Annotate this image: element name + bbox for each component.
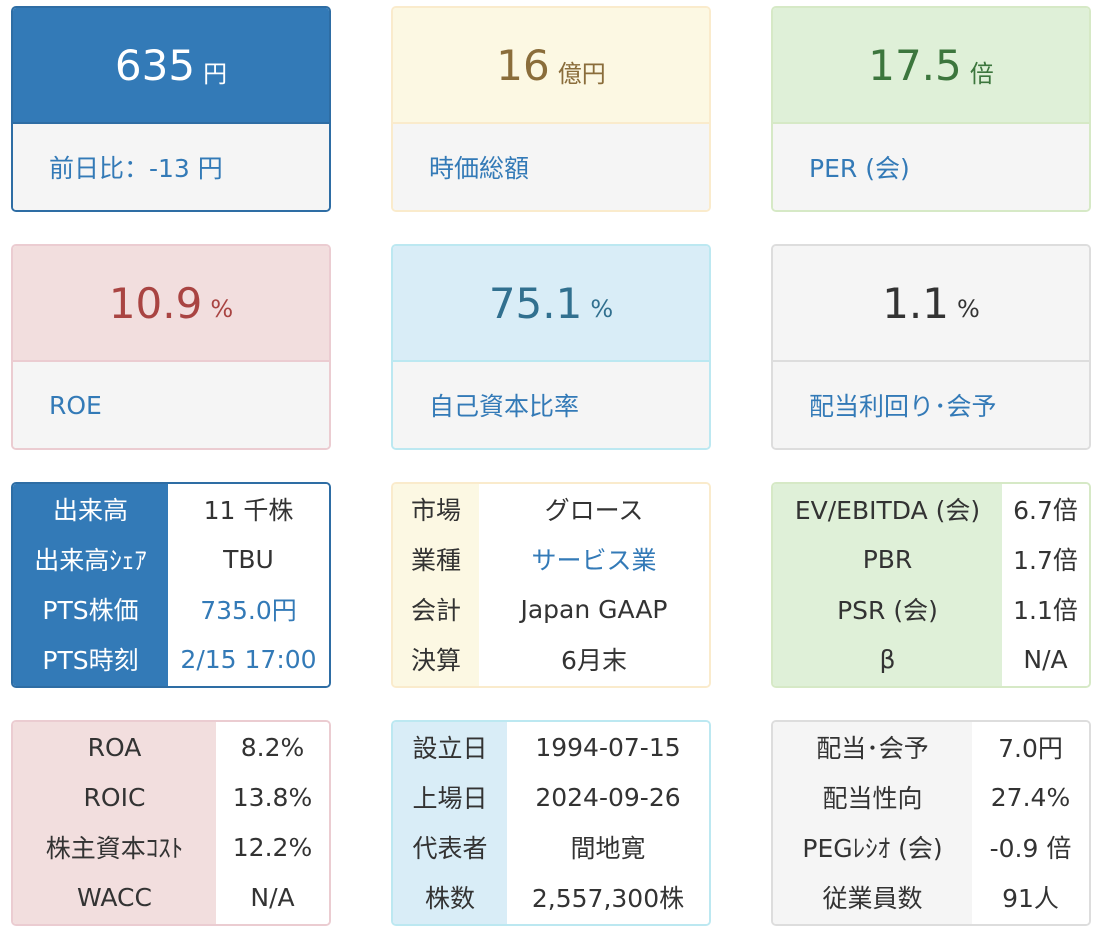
company-label: 設立日 <box>412 734 488 763</box>
returns-label: ROIC <box>83 782 146 812</box>
volume-share-value: TBU <box>223 544 274 574</box>
valuation-label: PSR (会) <box>837 596 938 625</box>
trading-label: 出来高 <box>52 496 128 525</box>
pts-price-link[interactable]: 735.0円 <box>200 596 297 625</box>
dividend-label: PEGﾚｼｵ (会) <box>802 834 943 863</box>
price-change-label: 前日比：-13 円 <box>13 124 329 210</box>
dividend-yield-value-panel: 1.1 % <box>773 246 1089 362</box>
market-cap-value: 16 <box>496 40 550 90</box>
returns-label: WACC <box>77 882 152 912</box>
beta-value: N/A <box>1023 644 1068 674</box>
profile-label: 決算 <box>410 646 461 675</box>
profile-label: 市場 <box>410 496 461 525</box>
trading-value-column: 11 千株 TBU 735.0円 2/15 17:00 <box>168 484 329 686</box>
per-value-panel: 17.5 倍 <box>773 8 1089 124</box>
equity-ratio-card: 75.1 % 自己資本比率 <box>391 244 711 450</box>
market-cap-label: 時価総額 <box>393 124 709 210</box>
trading-table: 出来高 出来高ｼｪｱ PTS株価 PTS時刻 11 千株 TBU 735.0円 … <box>11 482 331 688</box>
industry-link[interactable]: サービス業 <box>531 546 657 575</box>
roe-card: 10.9 % ROE <box>11 244 331 450</box>
roe-label: ROE <box>13 362 329 448</box>
company-label: 代表者 <box>412 834 488 863</box>
dividend-label: 配当性向 <box>822 784 923 813</box>
market-cap-unit: 億円 <box>557 59 606 88</box>
pts-time-link[interactable]: 2/15 17:00 <box>180 644 317 674</box>
profile-table: 市場 業種 会計 決算 グロース サービス業 Japan GAAP 6月末 <box>391 482 711 688</box>
dividend-label-column: 配当･会予 配当性向 PEGﾚｼｵ (会) 従業員数 <box>773 722 972 924</box>
trading-label: PTS時刻 <box>42 646 139 675</box>
per-unit: 倍 <box>969 59 994 88</box>
market-cap-card: 16 億円 時価総額 <box>391 6 711 212</box>
dividend-yield-card: 1.1 % 配当利回り･会予 <box>771 244 1091 450</box>
profile-label: 業種 <box>410 546 461 575</box>
roa-value: 8.2% <box>240 732 305 762</box>
market-value: グロース <box>544 496 644 525</box>
price-value-panel: 635 円 <box>13 8 329 124</box>
employees-value: 91人 <box>1002 884 1059 913</box>
trading-label: PTS株価 <box>42 596 139 625</box>
equity-ratio-value-panel: 75.1 % <box>393 246 709 362</box>
roic-value: 13.8% <box>232 782 313 812</box>
per-card: 17.5 倍 PER (会) <box>771 6 1091 212</box>
wacc-value: N/A <box>250 882 295 912</box>
trading-label-column: 出来高 出来高ｼｪｱ PTS株価 PTS時刻 <box>13 484 168 686</box>
shares-value: 2,557,300株 <box>531 884 685 913</box>
dividend-yield-unit: % <box>956 295 980 323</box>
roe-value-panel: 10.9 % <box>13 246 329 362</box>
market-cap-value-panel: 16 億円 <box>393 8 709 124</box>
cost-of-equity-value: 12.2% <box>232 832 313 862</box>
fiscal-month-value: 6月末 <box>561 646 627 675</box>
equity-ratio-unit: % <box>590 295 614 323</box>
per-label: PER (会) <box>773 124 1089 210</box>
peg-ratio-value: -0.9 倍 <box>989 834 1072 863</box>
valuation-label: EV/EBITDA (会) <box>794 496 981 525</box>
company-label: 株数 <box>424 884 475 913</box>
company-label: 上場日 <box>412 784 488 813</box>
per-value: 17.5 <box>868 40 962 90</box>
profile-label: 会計 <box>410 596 461 625</box>
dividend-yield-label: 配当利回り･会予 <box>773 362 1089 448</box>
psr-value: 1.1倍 <box>1013 596 1078 625</box>
roe-unit: % <box>210 295 234 323</box>
company-table: 設立日 上場日 代表者 株数 1994-07-15 2024-09-26 間地寛… <box>391 720 711 926</box>
listing-date-value: 2024-09-26 <box>535 782 681 812</box>
trading-label: 出来高ｼｪｱ <box>34 546 147 575</box>
valuation-table: EV/EBITDA (会) PBR PSR (会) β 6.7倍 1.7倍 1.… <box>771 482 1091 688</box>
accounting-value: Japan GAAP <box>520 594 668 624</box>
dividend-forecast-value: 7.0円 <box>998 734 1063 763</box>
returns-label-column: ROA ROIC 株主資本ｺｽﾄ WACC <box>13 722 216 924</box>
volume-value: 11 千株 <box>203 496 294 525</box>
profile-label-column: 市場 業種 会計 決算 <box>393 484 479 686</box>
profile-value-column: グロース サービス業 Japan GAAP 6月末 <box>479 484 709 686</box>
company-value-column: 1994-07-15 2024-09-26 間地寛 2,557,300株 <box>507 722 709 924</box>
returns-value-column: 8.2% 13.8% 12.2% N/A <box>216 722 329 924</box>
valuation-label: PBR <box>862 544 913 574</box>
valuation-label-column: EV/EBITDA (会) PBR PSR (会) β <box>773 484 1002 686</box>
price-card: 635 円 前日比：-13 円 <box>11 6 331 212</box>
founded-date-value: 1994-07-15 <box>535 732 681 762</box>
dividend-table: 配当･会予 配当性向 PEGﾚｼｵ (会) 従業員数 7.0円 27.4% -0… <box>771 720 1091 926</box>
dividend-value-column: 7.0円 27.4% -0.9 倍 91人 <box>972 722 1089 924</box>
returns-table: ROA ROIC 株主資本ｺｽﾄ WACC 8.2% 13.8% 12.2% N… <box>11 720 331 926</box>
returns-label: ROA <box>87 732 142 762</box>
equity-ratio-label: 自己資本比率 <box>393 362 709 448</box>
company-label-column: 設立日 上場日 代表者 株数 <box>393 722 507 924</box>
pbr-value: 1.7倍 <box>1013 546 1078 575</box>
valuation-label: β <box>879 644 896 674</box>
roe-value: 10.9 <box>108 278 203 328</box>
dividend-label: 配当･会予 <box>816 734 929 763</box>
returns-label: 株主資本ｺｽﾄ <box>45 834 184 863</box>
price-value: 635 <box>114 40 196 90</box>
equity-ratio-value: 75.1 <box>488 278 583 328</box>
price-unit: 円 <box>203 59 228 88</box>
ev-ebitda-value: 6.7倍 <box>1013 496 1078 525</box>
payout-ratio-value: 27.4% <box>990 782 1071 812</box>
dividend-yield-value: 1.1 <box>882 278 949 328</box>
representative-value: 間地寛 <box>570 834 646 863</box>
dividend-label: 従業員数 <box>822 884 923 913</box>
valuation-value-column: 6.7倍 1.7倍 1.1倍 N/A <box>1002 484 1089 686</box>
